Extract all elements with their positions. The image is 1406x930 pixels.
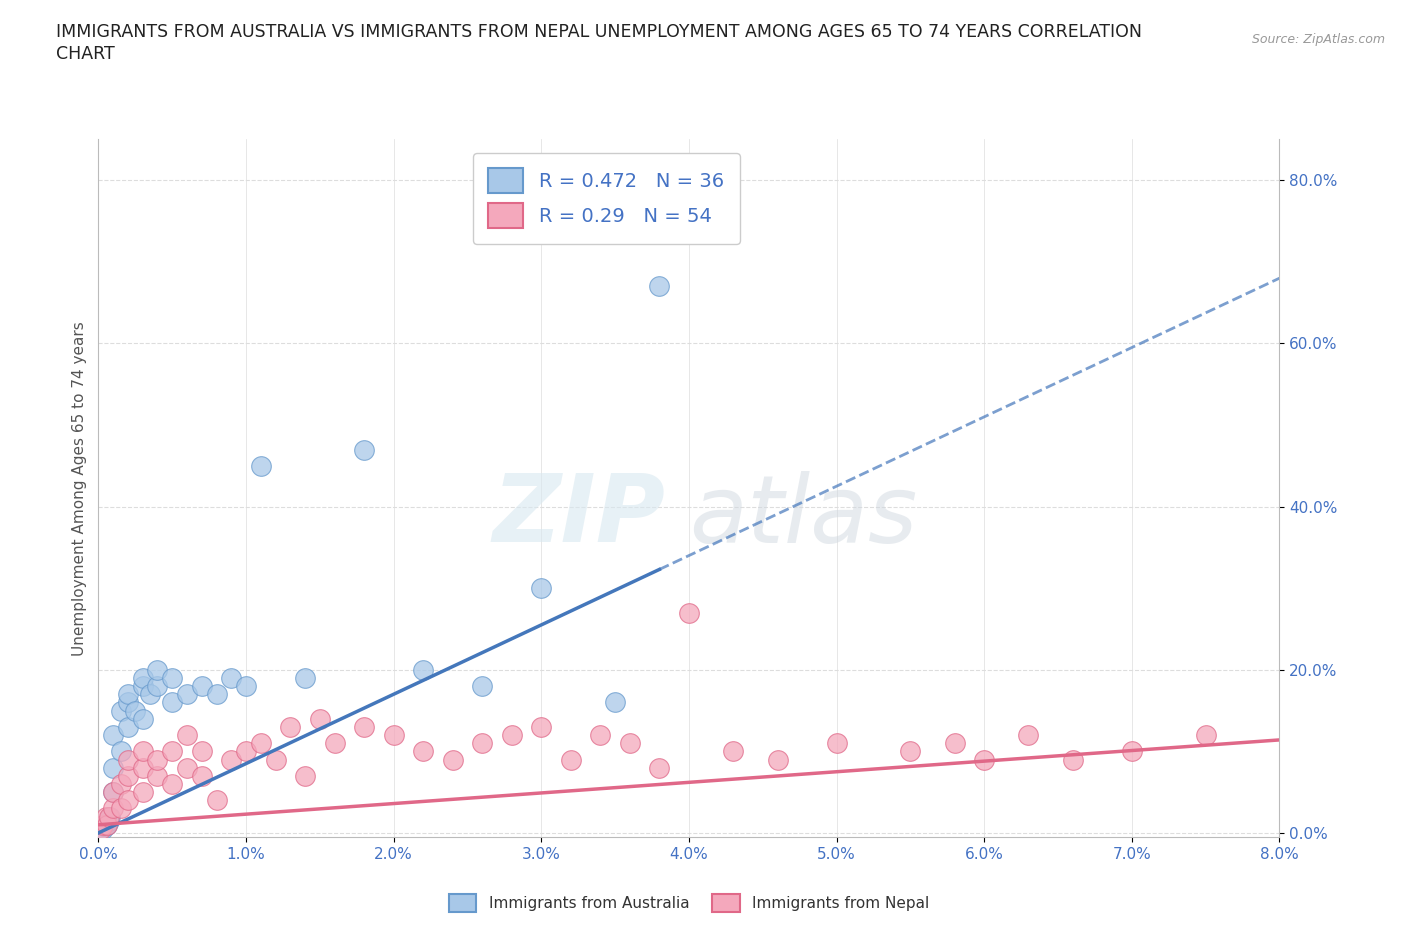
Point xyxy=(1062,752,1084,767)
Point xyxy=(91,817,114,832)
Point xyxy=(97,809,120,824)
Point xyxy=(205,793,228,808)
Point xyxy=(93,819,115,834)
Point xyxy=(250,736,273,751)
Point xyxy=(412,662,434,677)
Point xyxy=(117,686,139,701)
Point xyxy=(110,777,132,791)
Point xyxy=(103,801,124,816)
Point xyxy=(471,736,494,751)
Point xyxy=(382,727,405,742)
Point xyxy=(146,768,169,783)
Point xyxy=(678,605,700,620)
Point xyxy=(176,686,198,701)
Point xyxy=(766,752,789,767)
Point xyxy=(117,695,139,710)
Point xyxy=(191,679,214,694)
Point xyxy=(205,686,228,701)
Point xyxy=(943,736,966,751)
Point xyxy=(91,821,114,836)
Point xyxy=(117,768,139,783)
Point xyxy=(132,744,155,759)
Point xyxy=(353,720,375,735)
Point xyxy=(110,801,132,816)
Point xyxy=(139,686,162,701)
Point xyxy=(589,727,612,742)
Point xyxy=(162,777,183,791)
Point xyxy=(96,817,118,832)
Point xyxy=(1121,744,1143,759)
Point xyxy=(94,817,117,832)
Text: Source: ZipAtlas.com: Source: ZipAtlas.com xyxy=(1251,33,1385,46)
Point xyxy=(721,744,744,759)
Point xyxy=(973,752,995,767)
Point xyxy=(97,813,120,828)
Point xyxy=(235,679,257,694)
Point xyxy=(98,809,121,824)
Point xyxy=(94,809,117,824)
Point xyxy=(648,760,671,775)
Point xyxy=(132,760,155,775)
Point xyxy=(619,736,641,751)
Point xyxy=(96,817,118,832)
Text: ZIP: ZIP xyxy=(492,471,665,562)
Point xyxy=(605,695,627,710)
Point xyxy=(898,744,921,759)
Point xyxy=(471,679,494,694)
Point xyxy=(1194,727,1216,742)
Point xyxy=(110,744,132,759)
Point xyxy=(264,752,287,767)
Point xyxy=(117,752,139,767)
Point xyxy=(176,760,198,775)
Point xyxy=(132,671,155,685)
Point xyxy=(176,727,198,742)
Point xyxy=(560,752,582,767)
Point xyxy=(250,458,273,473)
Point xyxy=(294,671,316,685)
Point xyxy=(308,711,332,726)
Point xyxy=(530,720,553,735)
Point xyxy=(117,720,139,735)
Point xyxy=(162,695,183,710)
Point xyxy=(117,793,139,808)
Point xyxy=(1017,727,1039,742)
Point xyxy=(825,736,848,751)
Point xyxy=(146,752,169,767)
Point xyxy=(132,785,155,800)
Point xyxy=(530,580,553,595)
Point xyxy=(124,703,146,718)
Legend: R = 0.472   N = 36, R = 0.29   N = 54: R = 0.472 N = 36, R = 0.29 N = 54 xyxy=(472,153,740,244)
Text: IMMIGRANTS FROM AUSTRALIA VS IMMIGRANTS FROM NEPAL UNEMPLOYMENT AMONG AGES 65 TO: IMMIGRANTS FROM AUSTRALIA VS IMMIGRANTS … xyxy=(56,23,1142,63)
Point xyxy=(323,736,346,751)
Point xyxy=(278,720,301,735)
Point xyxy=(103,785,124,800)
Point xyxy=(132,711,155,726)
Point xyxy=(219,752,242,767)
Point xyxy=(501,727,523,742)
Point xyxy=(353,442,375,457)
Point xyxy=(146,662,169,677)
Point xyxy=(219,671,242,685)
Point xyxy=(235,744,257,759)
Point xyxy=(162,671,183,685)
Point xyxy=(103,727,124,742)
Point xyxy=(648,279,671,294)
Point xyxy=(412,744,434,759)
Point xyxy=(146,679,169,694)
Point xyxy=(103,760,124,775)
Y-axis label: Unemployment Among Ages 65 to 74 years: Unemployment Among Ages 65 to 74 years xyxy=(72,321,87,656)
Point xyxy=(132,679,155,694)
Point xyxy=(441,752,464,767)
Point xyxy=(294,768,316,783)
Point xyxy=(90,821,112,836)
Point xyxy=(110,703,132,718)
Point xyxy=(103,785,124,800)
Point xyxy=(191,768,214,783)
Text: atlas: atlas xyxy=(689,471,917,562)
Legend: Immigrants from Australia, Immigrants from Nepal: Immigrants from Australia, Immigrants fr… xyxy=(443,888,935,918)
Point xyxy=(191,744,214,759)
Point xyxy=(162,744,183,759)
